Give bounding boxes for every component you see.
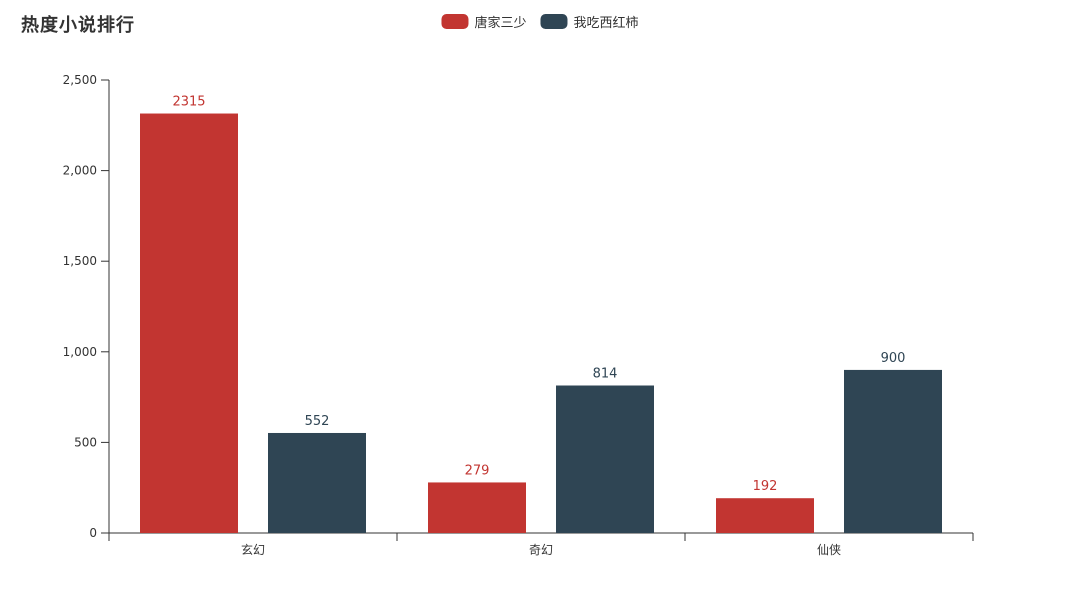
- legend-item[interactable]: 唐家三少: [441, 12, 527, 31]
- y-axis-tick-label: 2,500: [63, 73, 97, 87]
- legend-item[interactable]: 我吃西红柿: [540, 12, 639, 31]
- bar-value-label: 552: [305, 414, 330, 429]
- y-axis-tick-label: 500: [74, 435, 97, 449]
- legend-label: 唐家三少: [474, 16, 527, 31]
- y-axis-tick-label: 1,000: [63, 345, 97, 359]
- bar-value-label: 279: [465, 463, 490, 478]
- legend-marker-icon: [441, 14, 469, 29]
- bar-value-label: 900: [881, 351, 906, 366]
- legend-marker-icon: [540, 14, 568, 29]
- bar-value-label: 814: [593, 367, 618, 382]
- bar[interactable]: [268, 432, 366, 533]
- legend-label: 我吃西红柿: [573, 16, 639, 31]
- bar-value-label: 192: [753, 479, 778, 494]
- chart-legend: 唐家三少 我吃西红柿: [441, 12, 639, 31]
- y-axis-tick-label: 2,000: [63, 164, 97, 178]
- bar[interactable]: [140, 113, 238, 533]
- bar[interactable]: [716, 498, 814, 533]
- x-axis-category-label: 玄幻: [241, 542, 265, 557]
- bar-value-label: 2315: [172, 95, 205, 110]
- y-axis-tick-label: 1,500: [63, 254, 97, 268]
- bar[interactable]: [556, 385, 654, 533]
- y-axis-tick-label: 0: [89, 526, 97, 540]
- chart-title: 热度小说排行: [21, 15, 135, 36]
- bar[interactable]: [844, 369, 942, 533]
- x-axis-category-label: 仙侠: [817, 543, 841, 557]
- bar[interactable]: [428, 482, 526, 533]
- x-axis-category-label: 奇幻: [529, 543, 553, 557]
